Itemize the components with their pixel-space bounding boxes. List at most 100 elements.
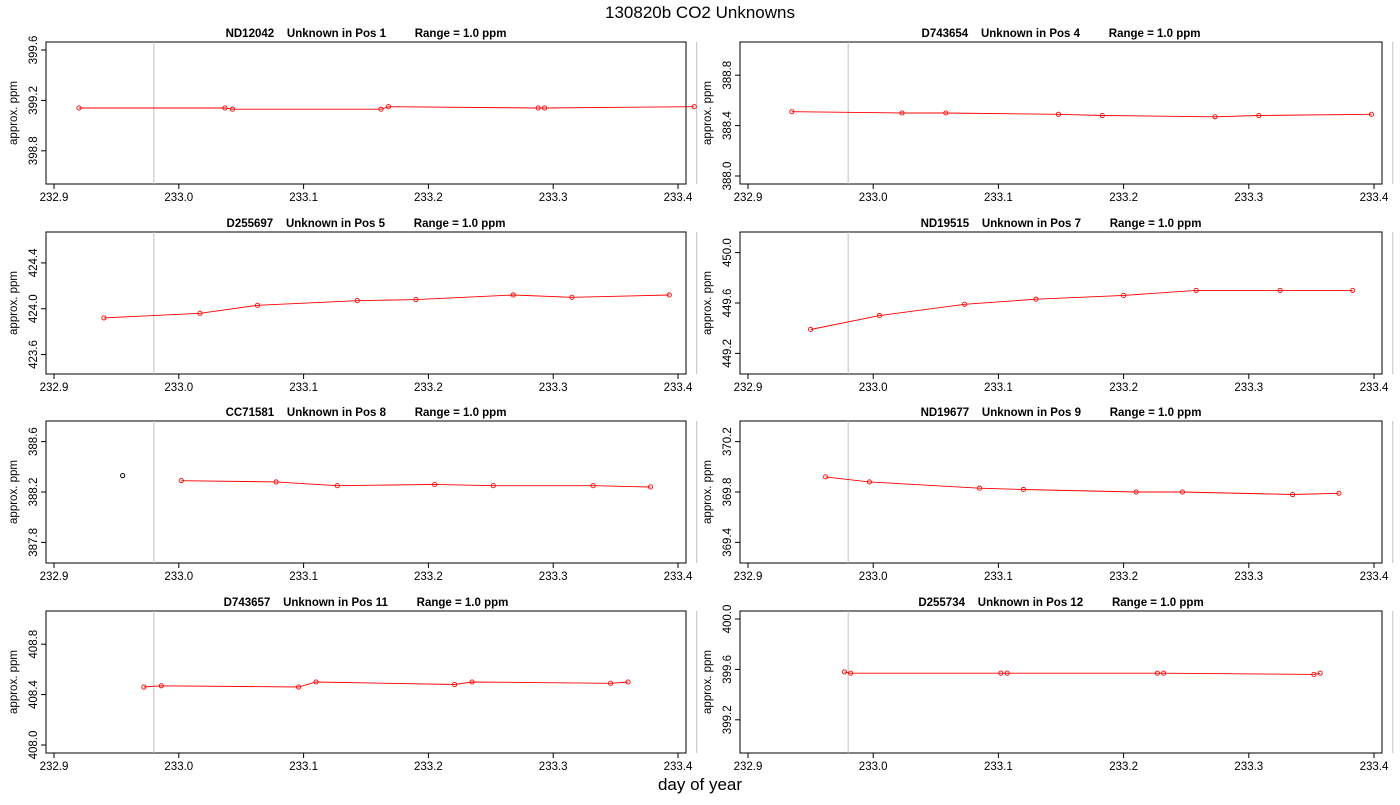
chart-panel-6: ND19677 Unknown in Pos 9 Range = 1.0 ppm…: [702, 407, 1394, 583]
y-axis-label: approx. ppm: [8, 650, 20, 714]
chart-panel-1: ND12042 Unknown in Pos 1 Range = 1.0 ppm…: [8, 28, 698, 204]
y-tick-label: 408.4: [28, 680, 40, 709]
y-tick-label: 399.6: [28, 36, 40, 65]
x-tick-label: 233.4: [1360, 571, 1389, 583]
x-tick-label: 233.2: [414, 382, 443, 394]
x-tick-label: 233.3: [539, 192, 568, 204]
data-point: [141, 684, 147, 690]
data-point: [691, 104, 697, 110]
y-tick-label: 388.2: [28, 478, 40, 507]
x-tick-label: 233.4: [664, 192, 693, 204]
data-point: [647, 484, 654, 490]
x-tick-label: 232.9: [734, 382, 763, 394]
y-tick-label: 388.4: [722, 111, 734, 140]
plot-frame: [739, 610, 1383, 754]
x-tick-label: 233.2: [414, 571, 443, 583]
x-tick-label: 233.2: [1109, 382, 1138, 394]
x-tick-label: 233.2: [414, 192, 443, 204]
chart-panel-8: D255734 Unknown in Pos 12 Range = 1.0 pp…: [702, 597, 1394, 773]
chart-panel-5: CC71581 Unknown in Pos 8 Range = 1.0 ppm…: [8, 407, 698, 583]
y-axis-label: approx. ppm: [702, 81, 714, 145]
chart-panel-3: D255697 Unknown in Pos 5 Range = 1.0 ppm…: [8, 218, 698, 394]
x-tick-label: 233.0: [164, 192, 193, 204]
x-tick-label: 233.0: [859, 192, 888, 204]
data-point: [823, 474, 829, 480]
x-tick-label: 232.9: [40, 192, 69, 204]
data-point: [1212, 114, 1218, 120]
x-tick-label: 233.4: [664, 761, 693, 773]
series-line: [844, 671, 1321, 675]
chart-title: ND19515 Unknown in Pos 7 Range = 1.0 ppm: [921, 218, 1202, 230]
data-point: [178, 478, 184, 484]
plot-frame: [45, 231, 687, 375]
x-tick-label: 232.9: [40, 761, 69, 773]
x-tick-label: 233.3: [539, 571, 568, 583]
y-tick-label: 400.0: [722, 605, 734, 634]
series-line: [825, 476, 1339, 495]
data-point: [876, 313, 883, 319]
y-tick-label: 408.8: [28, 630, 40, 659]
x-tick-label: 232.9: [734, 192, 763, 204]
y-axis-label: approx. ppm: [8, 460, 20, 524]
x-tick-label: 233.2: [1109, 192, 1138, 204]
y-axis-label: approx. ppm: [702, 460, 714, 524]
data-point: [1256, 112, 1262, 119]
data-point: [1277, 287, 1283, 293]
chart-panel-7: D743657 Unknown in Pos 11 Range = 1.0 pp…: [8, 597, 698, 773]
x-tick-label: 233.0: [164, 571, 193, 583]
chart-title: CC71581 Unknown in Pos 8 Range = 1.0 ppm: [226, 407, 507, 419]
x-tick-label: 233.4: [1360, 382, 1389, 394]
x-tick-label: 233.4: [1360, 761, 1389, 773]
x-tick-label: 233.0: [164, 761, 193, 773]
x-tick-label: 233.0: [164, 382, 193, 394]
y-tick-label: 450.0: [722, 238, 734, 267]
x-axis-label: day of year: [657, 775, 743, 794]
plot-frame: [45, 420, 687, 564]
data-point: [569, 294, 575, 300]
y-tick-label: 388.0: [722, 162, 734, 191]
data-point: [608, 680, 614, 686]
data-point: [1033, 296, 1039, 302]
x-tick-label: 233.1: [289, 192, 318, 204]
data-point: [590, 483, 596, 489]
data-point: [296, 684, 302, 690]
y-tick-label: 449.2: [722, 339, 734, 368]
data-point: [625, 679, 631, 685]
outlier-point: [120, 473, 126, 479]
data-point: [229, 106, 236, 112]
data-point: [943, 110, 949, 116]
x-tick-label: 233.2: [1109, 571, 1138, 583]
x-tick-label: 232.9: [734, 571, 763, 583]
y-tick-label: 387.8: [28, 528, 40, 557]
data-point: [998, 670, 1004, 676]
data-point: [848, 670, 854, 676]
plot-frame: [45, 610, 687, 754]
y-axis-label: approx. ppm: [8, 271, 20, 335]
chart-title: ND12042 Unknown in Pos 1 Range = 1.0 ppm: [226, 28, 507, 40]
x-tick-label: 233.1: [289, 571, 318, 583]
series-line: [79, 106, 695, 110]
y-tick-label: 369.8: [722, 478, 734, 507]
y-tick-label: 399.2: [722, 705, 734, 734]
data-point: [1055, 111, 1062, 117]
x-tick-label: 233.3: [1234, 382, 1263, 394]
x-tick-label: 233.0: [859, 571, 888, 583]
x-tick-label: 233.2: [1109, 761, 1138, 773]
data-point: [808, 326, 814, 333]
x-tick-label: 233.3: [1234, 192, 1263, 204]
data-point: [1179, 489, 1185, 495]
y-tick-label: 408.0: [28, 731, 40, 760]
data-point: [313, 679, 319, 685]
data-point: [866, 479, 872, 485]
data-point: [1290, 491, 1296, 498]
y-tick-label: 424.4: [28, 248, 40, 277]
data-point: [385, 104, 392, 110]
series-line: [791, 111, 1372, 118]
y-tick-label: 369.4: [722, 527, 734, 556]
data-point: [1311, 671, 1317, 677]
x-tick-label: 233.4: [664, 571, 693, 583]
x-tick-label: 232.9: [40, 382, 69, 394]
chart-title: ND19677 Unknown in Pos 9 Range = 1.0 ppm: [921, 407, 1202, 419]
y-tick-label: 388.6: [28, 427, 40, 456]
